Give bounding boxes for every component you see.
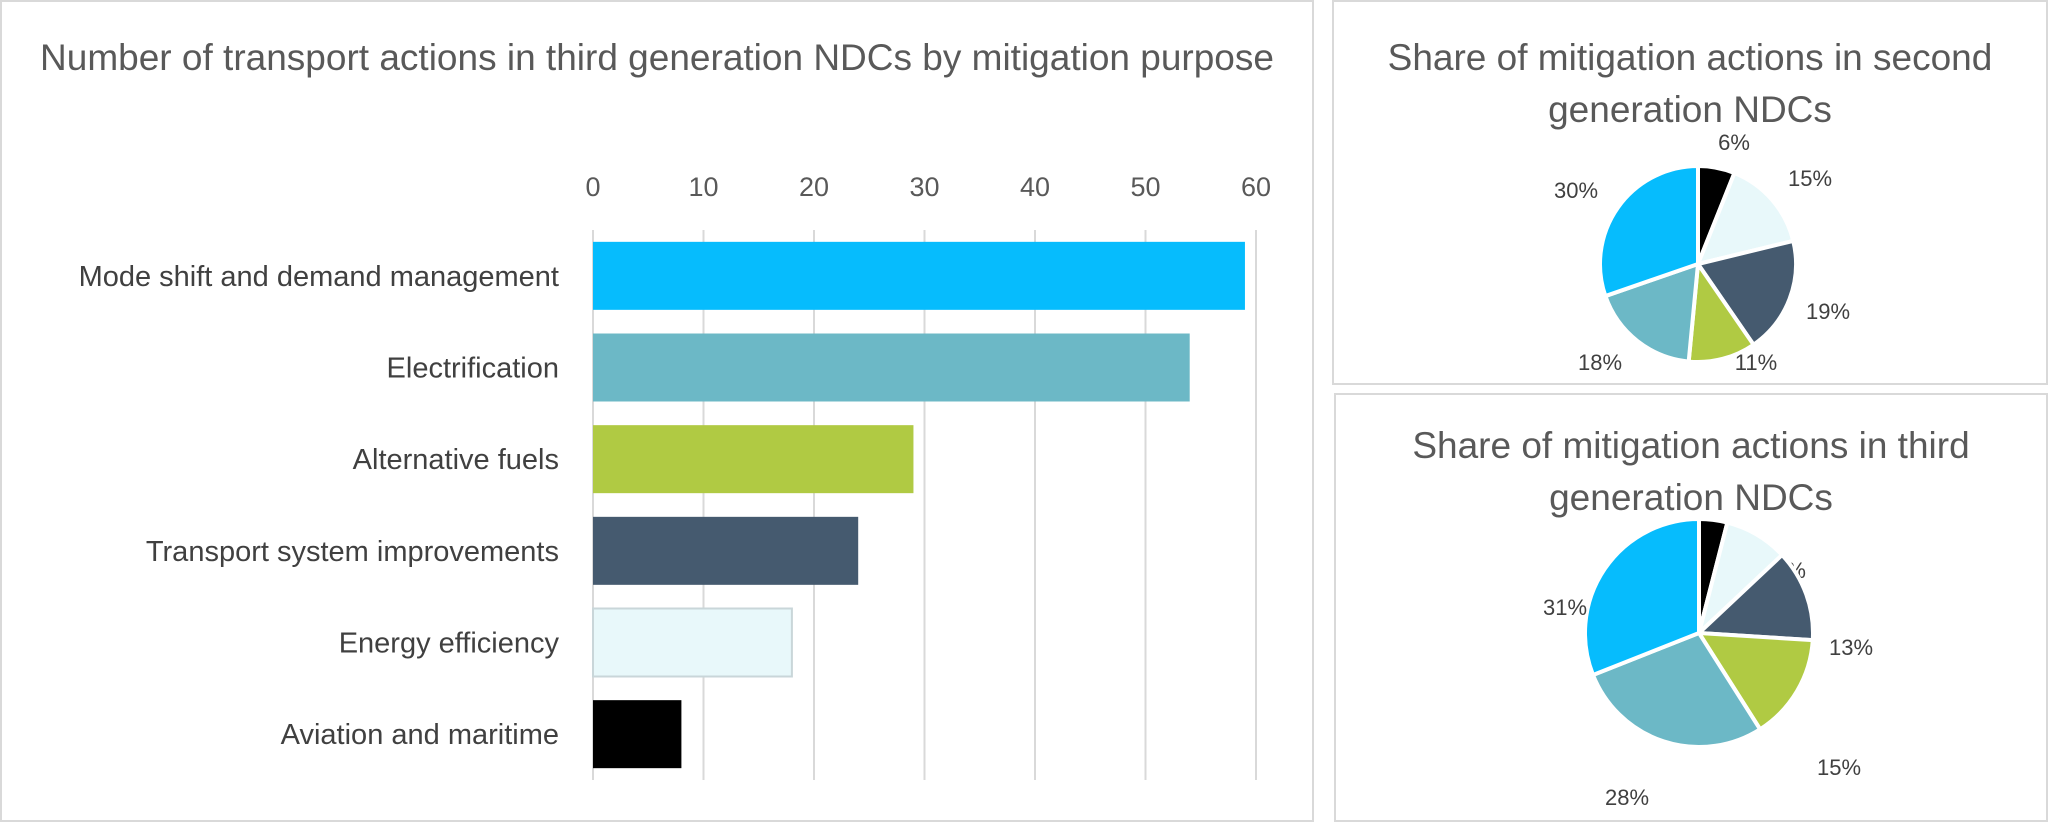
category-label: Aviation and maritime bbox=[281, 719, 559, 751]
pie-slice bbox=[1694, 552, 1815, 643]
bar-chart-panel: Number of transport actions in third gen… bbox=[0, 0, 1314, 822]
category-label: Mode shift and demand management bbox=[79, 261, 559, 293]
slice-label: 13% bbox=[1829, 635, 1873, 660]
pie-chart-third-gen-title: Share of mitigation actions in third gen… bbox=[1412, 425, 1970, 518]
pie-chart-second-gen: 6% 15% 19% 11% 18% 30% bbox=[1554, 130, 1850, 375]
slice-label: 19% bbox=[1806, 299, 1850, 324]
slice-label: 28% bbox=[1605, 785, 1649, 810]
category-label: Alternative fuels bbox=[353, 444, 559, 476]
pie-chart-third-gen-panel: Share of mitigation actions in third gen… bbox=[1334, 393, 2048, 822]
slice-label: 15% bbox=[1817, 755, 1861, 780]
pie-chart-third-gen: 4%9%13%15%28%31% bbox=[1543, 516, 1873, 810]
category-label: Energy efficiency bbox=[339, 628, 560, 660]
bar bbox=[593, 700, 682, 769]
pie-slice bbox=[1694, 170, 1796, 267]
bar bbox=[593, 333, 1190, 402]
slice-label: 15% bbox=[1788, 166, 1832, 191]
slice-label: 31% bbox=[1543, 595, 1587, 620]
bar-chart: 0 10 20 30 40 50 60 Mode shift and demand manag… bbox=[79, 172, 1271, 780]
pie-slice bbox=[1590, 630, 1763, 749]
pie-slice bbox=[1598, 163, 1700, 299]
bar bbox=[592, 607, 793, 678]
pie-slice bbox=[1694, 238, 1798, 348]
category-label: Electrification bbox=[387, 353, 559, 385]
bar bbox=[593, 516, 859, 585]
x-tick-label: 10 bbox=[688, 172, 718, 202]
x-tick-label: 30 bbox=[909, 172, 939, 202]
bar-chart-title: Number of transport actions in third gen… bbox=[40, 37, 1274, 78]
slice-label: 6% bbox=[1718, 130, 1750, 155]
x-tick-label: 40 bbox=[1020, 172, 1050, 202]
bar bbox=[593, 425, 914, 494]
pie-chart-second-gen-title: Share of mitigation actions in second ge… bbox=[1387, 37, 1993, 130]
pie-slice bbox=[1695, 630, 1815, 733]
bar bbox=[593, 241, 1245, 310]
category-label: Transport system improvements bbox=[146, 536, 559, 568]
x-tick-label: 20 bbox=[799, 172, 829, 202]
x-tick-label: 0 bbox=[585, 172, 600, 202]
x-tick-label: 60 bbox=[1241, 172, 1271, 202]
slice-label: 30% bbox=[1554, 178, 1598, 203]
pie-chart-second-gen-panel: Share of mitigation actions in second ge… bbox=[1332, 0, 2048, 385]
slice-label: 11% bbox=[1735, 350, 1777, 375]
pie-slice bbox=[1583, 516, 1701, 678]
x-tick-label: 50 bbox=[1130, 172, 1160, 202]
slice-label: 18% bbox=[1578, 350, 1622, 375]
